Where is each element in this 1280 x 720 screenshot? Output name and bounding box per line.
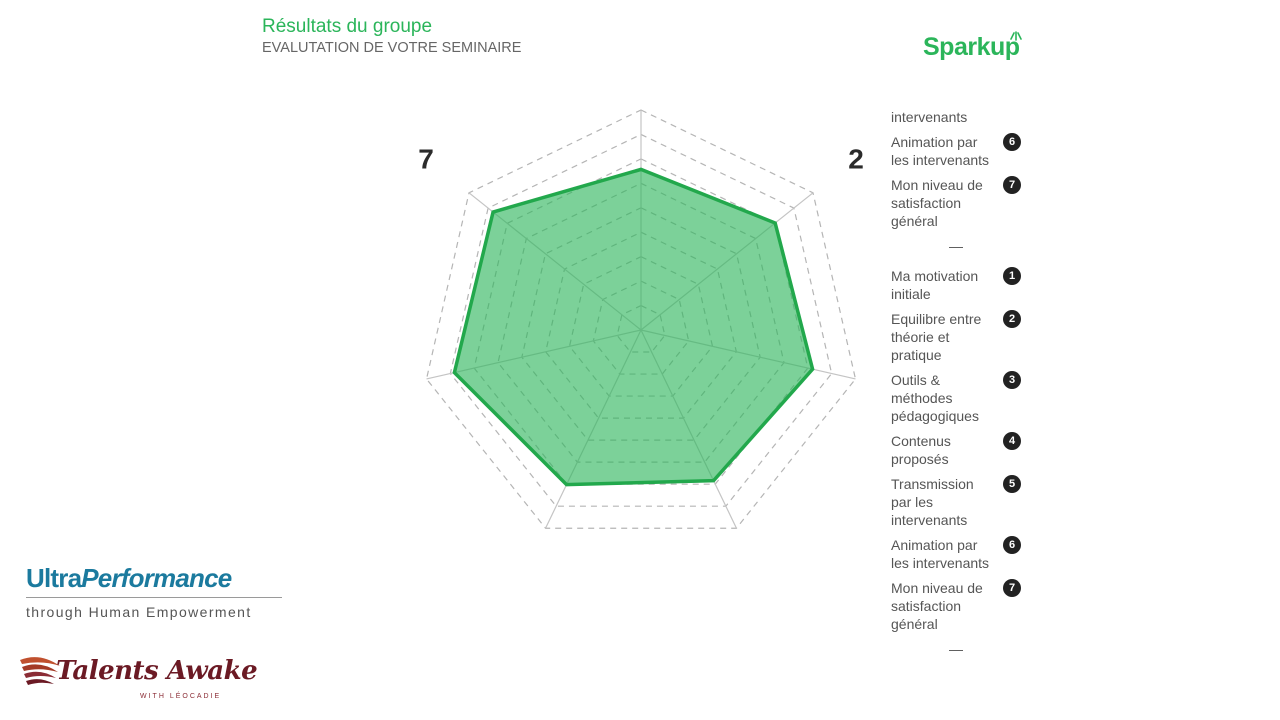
legend-item: Transmission par les intervenants 5 [891, 475, 1031, 529]
legend-label: Animation par les intervenants [891, 537, 990, 571]
legend-badge: 6 [1003, 536, 1021, 554]
ultraperformance-logo: UltraPerformance through Human Empowerme… [26, 563, 282, 620]
legend-label: Outils & méthodes pédagogiques [891, 372, 979, 424]
legend: intervenants Animation par les intervena… [891, 108, 1031, 720]
radar-chart: 1234567 [418, 109, 864, 529]
axis-label: 2 [848, 144, 864, 175]
legend-separator: — [949, 641, 963, 657]
legend-label: Mon niveau de satisfaction général [891, 580, 983, 632]
spark-icon [1010, 31, 1022, 41]
legend-item: intervenants [891, 108, 1031, 126]
header: Résultats du groupe EVALUTATION DE VOTRE… [262, 16, 521, 57]
logo-divider [26, 597, 282, 598]
legend-badge: 4 [1003, 432, 1021, 450]
legend-badge: 7 [1003, 176, 1021, 194]
legend-label: Contenus proposés [891, 433, 951, 467]
wing-icon [20, 657, 60, 685]
legend-label: Animation par les intervenants [891, 134, 990, 168]
legend-item: Mon niveau de satisfaction général 7 [891, 579, 1031, 633]
legend-badge: 3 [1003, 371, 1021, 389]
legend-item: Animation par les intervenants 6 [891, 536, 1031, 572]
page-title: Résultats du groupe [262, 16, 433, 37]
legend-label: intervenants [891, 109, 968, 125]
page-subtitle: EVALUTATION DE VOTRE SEMINAIRE [262, 40, 522, 56]
legend-badge: 6 [1003, 133, 1021, 151]
legend-separator: — [949, 238, 963, 254]
axis-label: 7 [418, 144, 434, 175]
legend-badge: 7 [1003, 579, 1021, 597]
talents-awake-wordmark: Talents Awake [56, 656, 258, 686]
sparkup-logo: Sparkup [923, 33, 1020, 61]
legend-label: Ma motivation initiale [891, 268, 979, 302]
grid-ring [425, 109, 857, 529]
talents-awake-logo: Talents Awake WITH LÉOCADIE [18, 650, 258, 706]
ultraperformance-wordmark: UltraPerformance [26, 563, 282, 593]
legend-item: Outils & méthodes pédagogiques 3 [891, 371, 1031, 425]
legend-item: Contenus proposés 4 [891, 432, 1031, 468]
legend-label: Equilibre entre théorie et pratique [891, 311, 982, 363]
performance-text: Performance [81, 563, 232, 593]
talents-awake-tagline: WITH LÉOCADIE [140, 693, 222, 700]
legend-item: Equilibre entre théorie et pratique 2 [891, 310, 1031, 364]
ultraperformance-tagline: through Human Empowerment [26, 604, 252, 620]
legend-item: Animation par les intervenants 6 [891, 133, 1031, 169]
legend-item: Mon niveau de satisfaction général 7 [891, 176, 1031, 230]
legend-label: Transmission par les intervenants [891, 476, 974, 528]
legend-badge: 5 [1003, 475, 1021, 493]
series-area [452, 167, 815, 487]
legend-item: Ma motivation initiale 1 [891, 267, 1031, 303]
legend-label: Mon niveau de satisfaction général [891, 177, 983, 229]
legend-badge: 1 [1003, 267, 1021, 285]
legend-badge: 2 [1003, 310, 1021, 328]
ultra-text: Ultra [26, 563, 82, 593]
